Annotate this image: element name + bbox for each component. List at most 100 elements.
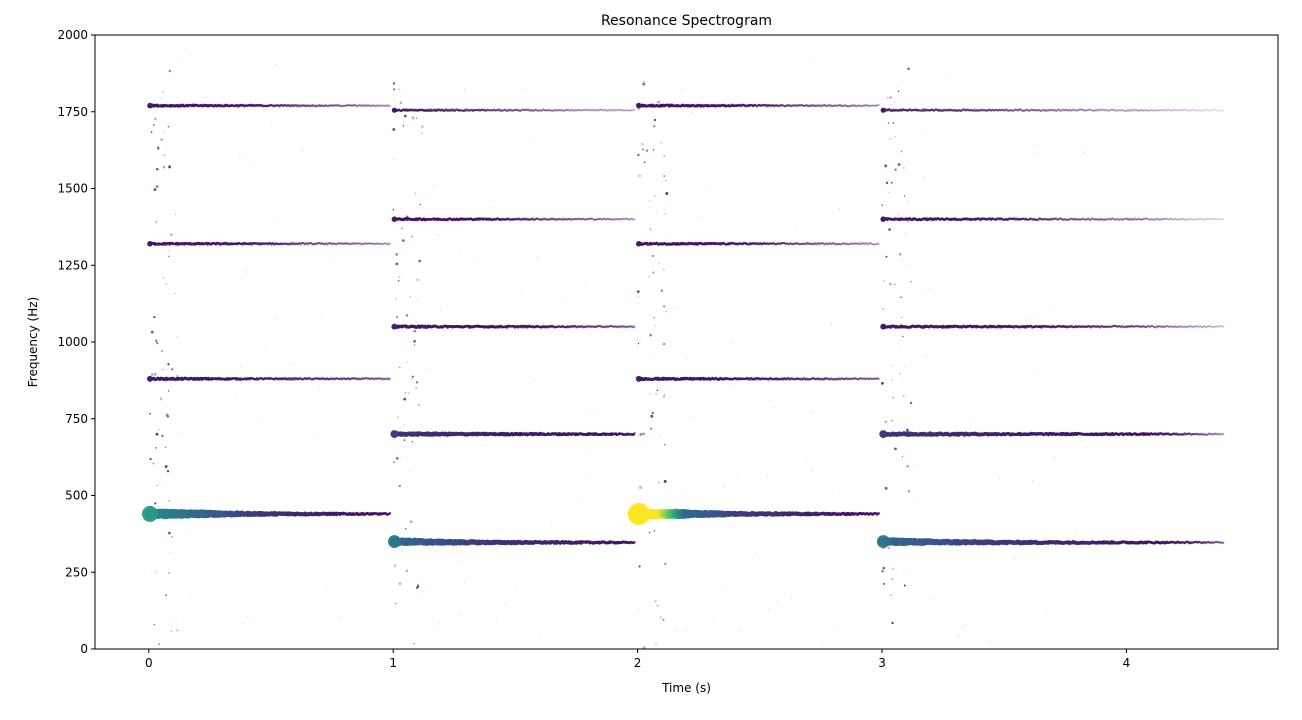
noise-point — [149, 457, 152, 461]
data-point — [379, 377, 382, 380]
series-track — [636, 240, 880, 247]
noise-point — [772, 406, 775, 409]
noise-point — [155, 570, 158, 573]
noise-point — [415, 128, 416, 130]
data-point — [316, 105, 319, 108]
noise-point — [965, 623, 967, 626]
noise-point — [901, 380, 903, 382]
noise-point — [1075, 530, 1078, 532]
data-point — [388, 242, 391, 245]
noise-point — [892, 365, 894, 367]
noise-point — [650, 427, 653, 430]
onset-point — [635, 375, 642, 382]
data-point — [323, 104, 326, 108]
data-point — [377, 242, 380, 245]
series-track — [635, 375, 880, 382]
noise-point — [403, 439, 406, 441]
noise-point — [562, 301, 564, 303]
noise-point — [729, 385, 732, 387]
data-point — [364, 242, 367, 245]
noise-point — [907, 201, 909, 203]
noise-point — [151, 572, 153, 574]
noise-point — [401, 239, 405, 242]
data-point — [298, 242, 301, 245]
data-point — [305, 242, 308, 245]
data-point — [369, 242, 372, 245]
noise-point — [903, 195, 906, 197]
data-point — [381, 242, 384, 245]
data-point — [348, 243, 351, 246]
noise-point — [166, 246, 169, 248]
data-point — [376, 377, 379, 380]
noise-point — [176, 335, 178, 338]
noise-point — [1025, 318, 1028, 320]
data-point — [352, 377, 355, 380]
noise-point — [813, 60, 815, 63]
noise-point — [690, 417, 692, 419]
data-point — [338, 242, 341, 245]
noise-point — [164, 594, 168, 597]
noise-point — [393, 88, 396, 91]
data-point — [351, 243, 354, 246]
data-point — [320, 242, 323, 245]
noise-point — [907, 465, 909, 468]
data-point — [365, 377, 368, 380]
onset-noise — [881, 67, 1088, 648]
data-point — [330, 104, 333, 107]
noise-point — [154, 117, 157, 121]
data-point — [331, 243, 334, 246]
data-point — [389, 105, 392, 107]
noise-point — [411, 375, 414, 378]
noise-point — [790, 597, 793, 599]
onset-point — [146, 375, 153, 382]
data-point — [327, 104, 330, 107]
series-track — [146, 375, 392, 382]
data-point — [299, 243, 302, 246]
noise-point — [1040, 529, 1043, 532]
data-point — [333, 243, 336, 246]
data-point — [367, 377, 370, 380]
data-point — [315, 104, 318, 107]
data-point — [386, 378, 389, 381]
noise-point — [821, 643, 824, 646]
noise-point — [393, 564, 397, 568]
noise-point — [167, 571, 170, 574]
noise-point — [766, 475, 768, 477]
noise-point — [962, 625, 964, 627]
data-point — [325, 241, 328, 245]
data-point — [325, 243, 328, 246]
noise-point — [165, 143, 167, 145]
noise-point — [287, 247, 289, 249]
noise-point — [315, 169, 318, 172]
noise-point — [937, 440, 939, 442]
noise-point — [884, 164, 888, 168]
noise-point — [257, 453, 259, 455]
noise-point — [981, 480, 983, 482]
data-point — [295, 242, 298, 245]
noise-point — [162, 165, 166, 169]
noise-point — [392, 128, 396, 132]
data-point — [382, 242, 385, 245]
data-point — [346, 377, 349, 380]
noise-point — [398, 484, 401, 488]
noise-point — [997, 90, 999, 92]
noise-point — [246, 271, 248, 273]
data-point — [381, 378, 384, 381]
noise-point — [243, 622, 245, 624]
noise-point — [534, 135, 536, 137]
data-point — [305, 105, 308, 108]
noise-point — [395, 603, 397, 605]
noise-point — [663, 393, 665, 395]
noise-point — [175, 213, 176, 215]
data-point — [303, 243, 306, 246]
noise-point — [320, 314, 323, 316]
noise-point — [652, 271, 655, 274]
noise-point — [894, 447, 897, 451]
data-point — [347, 377, 351, 380]
noise-point — [586, 477, 588, 479]
noise-point — [653, 316, 655, 319]
data-point — [353, 243, 356, 246]
noise-point — [415, 211, 417, 213]
noise-point — [397, 279, 400, 282]
noise-point — [643, 80, 645, 83]
